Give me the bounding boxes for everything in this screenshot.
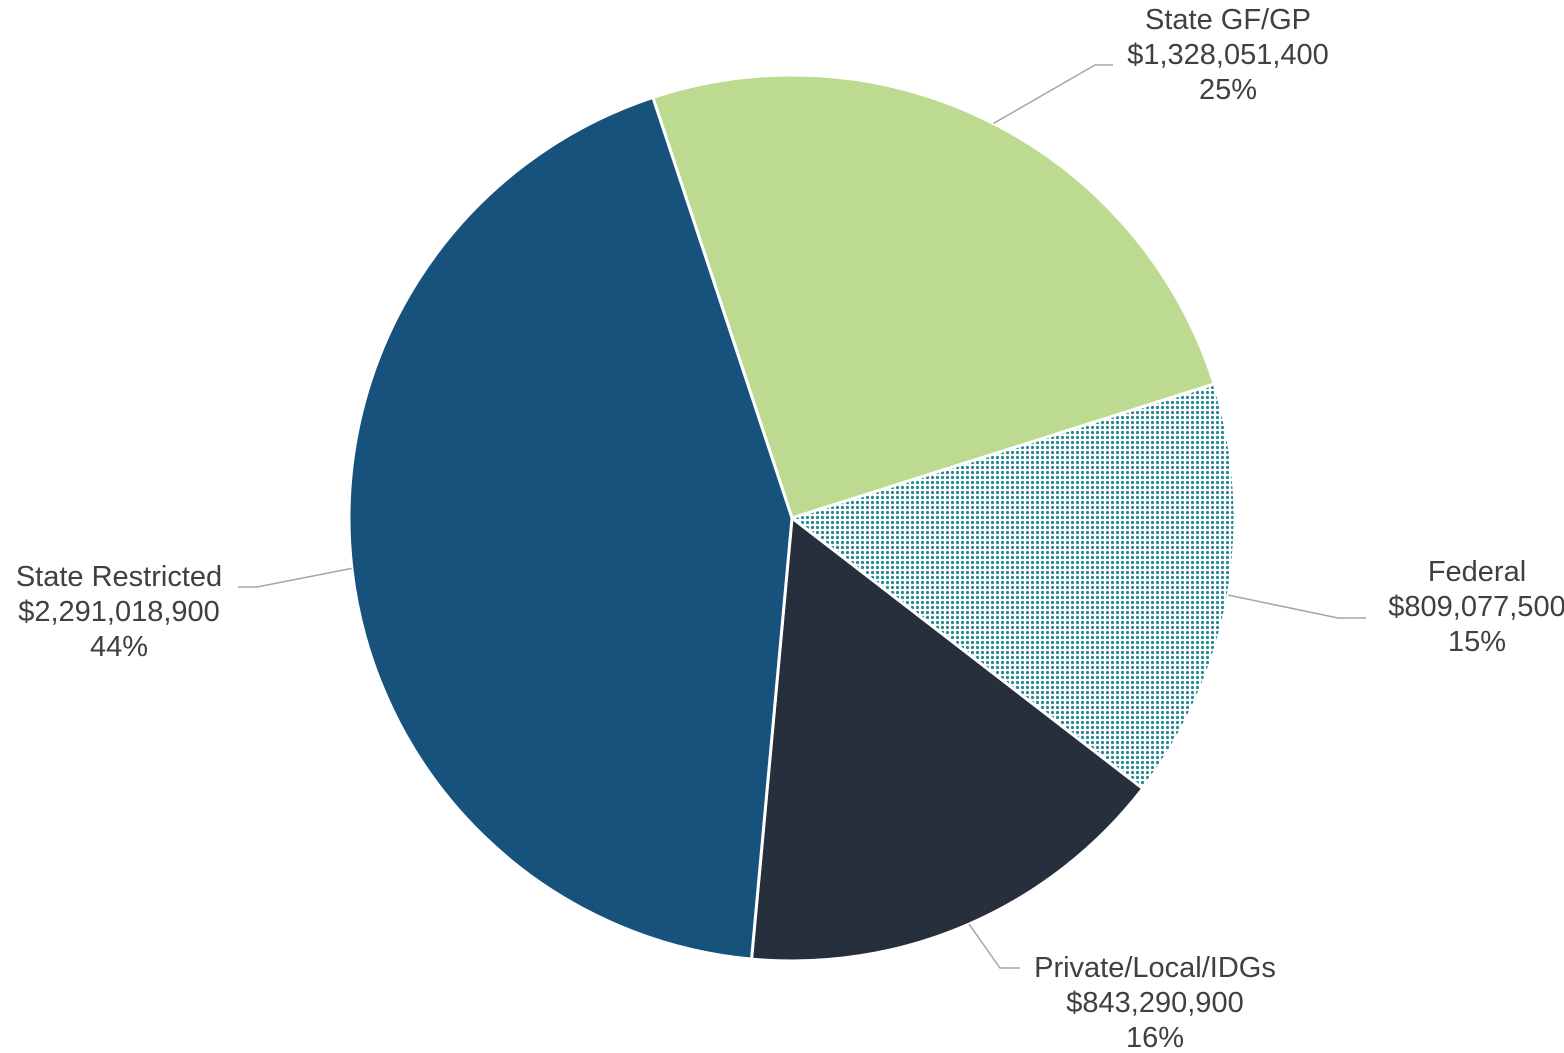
data-label-state-restricted: State Restricted $2,291,018,900 44%: [0, 560, 238, 665]
slice-value: $809,077,500: [1388, 591, 1564, 623]
slice-value: $843,290,900: [1066, 987, 1244, 1019]
slice-value: $1,328,051,400: [1127, 39, 1329, 71]
slice-percent: 25%: [1198, 74, 1258, 106]
slice-name: State GF/GP: [1145, 4, 1311, 36]
slice-name: Private/Local/IDGs: [1034, 952, 1276, 984]
pie-slice-state-gf-gp: [651, 73, 1216, 520]
leader-line-private-local-idgs: [968, 923, 1020, 969]
data-label-private-local-idgs: Private/Local/IDGs $843,290,900 16%: [1010, 951, 1300, 1053]
leader-line-federal: [1228, 594, 1366, 619]
slice-name: Federal: [1427, 556, 1527, 588]
slice-name: State Restricted: [15, 561, 223, 593]
data-label-federal: Federal $809,077,500 15%: [1342, 555, 1564, 660]
slice-percent: 16%: [1125, 1022, 1185, 1053]
leader-line-state-gf-gp: [993, 64, 1113, 125]
leader-line-state-restricted: [238, 567, 353, 588]
pie-slice-federal: [790, 382, 1237, 791]
slice-percent: 15%: [1447, 626, 1507, 658]
slice-value: $2,291,018,900: [18, 596, 220, 628]
data-label-state-gf-gp: State GF/GP $1,328,051,400 25%: [1093, 3, 1363, 108]
pie-slice-state-restricted: [347, 95, 794, 961]
slice-percent: 44%: [89, 631, 149, 663]
